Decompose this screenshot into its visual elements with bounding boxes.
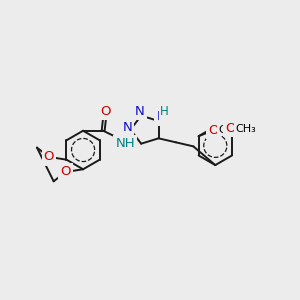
Text: H: H — [160, 105, 169, 118]
Text: N: N — [156, 110, 166, 124]
Text: CH₃: CH₃ — [218, 125, 239, 135]
Text: N: N — [135, 105, 145, 118]
Text: O: O — [60, 165, 71, 178]
Text: O: O — [225, 122, 235, 135]
Text: CH₃: CH₃ — [235, 124, 256, 134]
Text: O: O — [44, 151, 54, 164]
Text: N: N — [122, 121, 132, 134]
Text: O: O — [208, 124, 219, 137]
Text: NH: NH — [116, 137, 135, 150]
Text: O: O — [100, 105, 110, 118]
